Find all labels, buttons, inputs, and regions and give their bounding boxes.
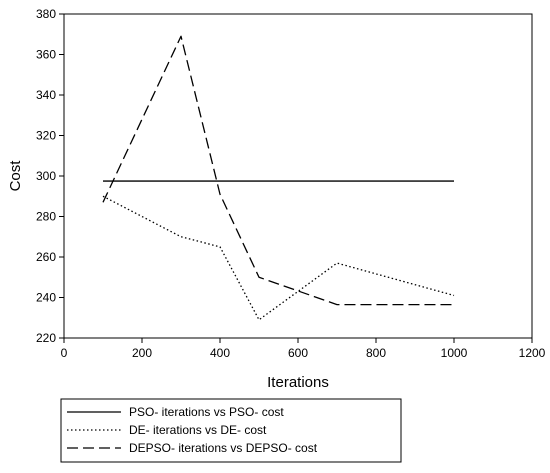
x-tick-label: 800	[366, 346, 386, 360]
x-axis-label: Iterations	[267, 374, 329, 391]
y-tick-label: 360	[36, 48, 56, 62]
y-tick-label: 340	[36, 88, 56, 102]
legend-entry: PSO- iterations vs PSO- cost	[129, 405, 284, 419]
x-tick-label: 1000	[441, 346, 468, 360]
legend-entry: DE- iterations vs DE- cost	[129, 423, 267, 437]
y-tick-label: 220	[36, 331, 56, 345]
series-group	[102, 35, 455, 321]
y-tick-label: 380	[36, 7, 56, 21]
legend-entry: DEPSO- iterations vs DEPSO- cost	[129, 441, 318, 455]
series-line-dashed	[102, 35, 454, 306]
x-tick-label: 600	[288, 346, 308, 360]
y-axis-label: Cost	[7, 160, 24, 192]
y-tick-label: 280	[36, 210, 56, 224]
x-tick-label: 200	[132, 346, 152, 360]
plot-area	[63, 13, 533, 339]
x-tick-label: 1200	[519, 346, 546, 360]
legend-box	[60, 398, 402, 463]
x-tick-label: 400	[210, 346, 230, 360]
y-tick-label: 240	[36, 291, 56, 305]
axes: 0 200 400 600 800 1000 1200 220 240 260 280 300 320 3…	[36, 7, 546, 360]
x-tick-label: 0	[61, 346, 68, 360]
legend: PSO- iterations vs PSO- cost DE- iteratio…	[60, 398, 402, 463]
plot-frame	[63, 13, 533, 339]
y-tick-label: 320	[36, 129, 56, 143]
y-tick-label: 300	[36, 169, 56, 183]
series-line-dotted	[102, 195, 455, 321]
y-tick-label: 260	[36, 250, 56, 264]
